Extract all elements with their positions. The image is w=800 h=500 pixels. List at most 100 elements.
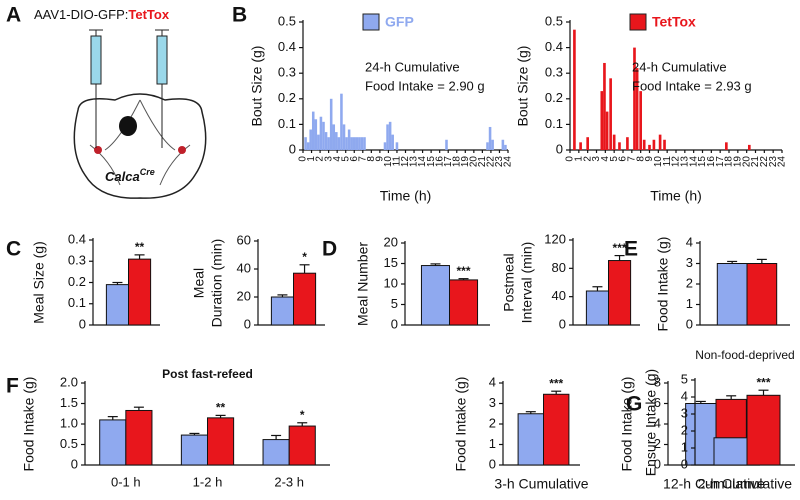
x-tick-label: 21 [477, 156, 488, 168]
y-tick-label: 0.4 [68, 231, 86, 246]
y-tick-label: 5 [681, 371, 688, 386]
y-tick-label: 0.2 [545, 90, 563, 105]
bar [347, 129, 351, 150]
y-axis-label: Meal [191, 268, 207, 298]
y-tick-label: 0.1 [545, 116, 563, 131]
x-tick-label: 23 [494, 156, 505, 168]
bar [317, 134, 320, 150]
bar [350, 137, 353, 150]
significance: ** [135, 240, 145, 254]
x-tick-label: 6 [349, 156, 360, 162]
y-tick-label: 0.2 [278, 90, 296, 105]
x-tick-label: 6 [618, 156, 629, 162]
bar [639, 91, 642, 150]
bar [324, 132, 328, 150]
legend-swatch [362, 13, 380, 31]
y-tick-label: 0 [71, 456, 78, 471]
bar [340, 93, 343, 150]
y-axis-label: Bout Size (g) [515, 46, 531, 127]
bar [603, 62, 606, 150]
bar [125, 409, 153, 466]
x-tick-label: 24 [777, 156, 788, 168]
x-tick-label: 18 [451, 156, 462, 168]
bar [635, 68, 639, 150]
x-tick-label: 0-1 h [111, 474, 141, 489]
y-tick-label: 0 [654, 456, 661, 471]
bar [345, 137, 348, 150]
bar [293, 272, 317, 326]
bar [309, 129, 312, 150]
y-tick-label: 2.0 [60, 374, 78, 389]
bar [391, 134, 394, 150]
bar [713, 437, 748, 466]
panel-label: C [6, 238, 21, 261]
y-tick-label: 4 [654, 415, 661, 430]
bar [716, 263, 748, 326]
annotation: 24-h Cumulative [632, 59, 727, 74]
bar [612, 134, 616, 150]
y-tick-label: 0 [686, 316, 693, 331]
legend-label: TetTox [652, 14, 696, 30]
y-tick-label: 60 [237, 232, 251, 247]
significance: *** [457, 264, 471, 278]
y-tick-label: 0 [244, 316, 251, 331]
x-tick-label: 14 [417, 156, 428, 168]
bar [747, 144, 751, 150]
x-tick-label: 0 [298, 156, 309, 162]
y-tick-label: 15 [384, 255, 398, 270]
bar [504, 144, 507, 150]
x-tick-label: 13 [679, 156, 690, 168]
bar [501, 139, 505, 150]
bar [288, 425, 316, 466]
x-tick-label: 0 [565, 156, 576, 162]
x-tick-label: 7 [357, 156, 368, 162]
bar [327, 137, 330, 150]
bar [360, 137, 364, 150]
x-tick-label: 2 [582, 156, 593, 162]
x-tick-label: 20 [741, 156, 752, 168]
bar [335, 132, 338, 150]
bar [648, 144, 651, 150]
x-axis-label: 12-h Cumulative [663, 476, 765, 492]
y-axis-label: Meal Size (g) [31, 241, 47, 323]
bar [342, 124, 346, 150]
x-tick-label: 4 [600, 156, 611, 162]
gene-label: CalcaCre [105, 167, 155, 184]
y-tick-label: 0.1 [68, 295, 86, 310]
y-axis-label: Postmeal [501, 253, 517, 311]
significance: ** [216, 401, 226, 415]
y-tick-label: 0 [289, 141, 296, 156]
y-tick-label: 1.5 [60, 395, 78, 410]
y-axis-label: Interval (min) [519, 242, 535, 324]
x-tick-label: 8 [366, 156, 377, 162]
vector: AAV1-DIO-GFP: [34, 7, 128, 22]
bar [383, 142, 387, 150]
x-tick-label: 17 [443, 156, 454, 168]
y-axis-label: Duration (min) [209, 239, 225, 328]
legend-swatch [629, 13, 647, 31]
bar [262, 439, 290, 466]
x-tick-label: 23 [768, 156, 779, 168]
x-tick-label: 11 [662, 156, 673, 167]
significance: *** [613, 241, 627, 255]
bar [579, 142, 582, 150]
y-axis-label: Bout Size (g) [249, 46, 265, 127]
bar [322, 121, 325, 150]
panel-label: D [322, 238, 337, 261]
y-tick-label: 120 [544, 231, 566, 246]
y-tick-label: 0.5 [545, 13, 563, 28]
bar [609, 78, 612, 150]
x-axis-label: Time (h) [650, 188, 702, 204]
toxin: TetTox [128, 7, 169, 22]
x-axis-label: Time (h) [380, 188, 432, 204]
y-tick-label: 2 [654, 436, 661, 451]
y-axis-label: Food Intake (g) [453, 377, 469, 472]
y-tick-label: 4 [681, 388, 688, 403]
y-tick-label: 4 [686, 234, 693, 249]
bar [363, 137, 366, 150]
y-tick-label: 0 [556, 141, 563, 156]
x-tick-label: 10 [653, 156, 664, 168]
x-tick-label: 12 [671, 156, 682, 168]
chart-title: Post fast-refeed [162, 367, 253, 381]
bar [605, 111, 609, 150]
